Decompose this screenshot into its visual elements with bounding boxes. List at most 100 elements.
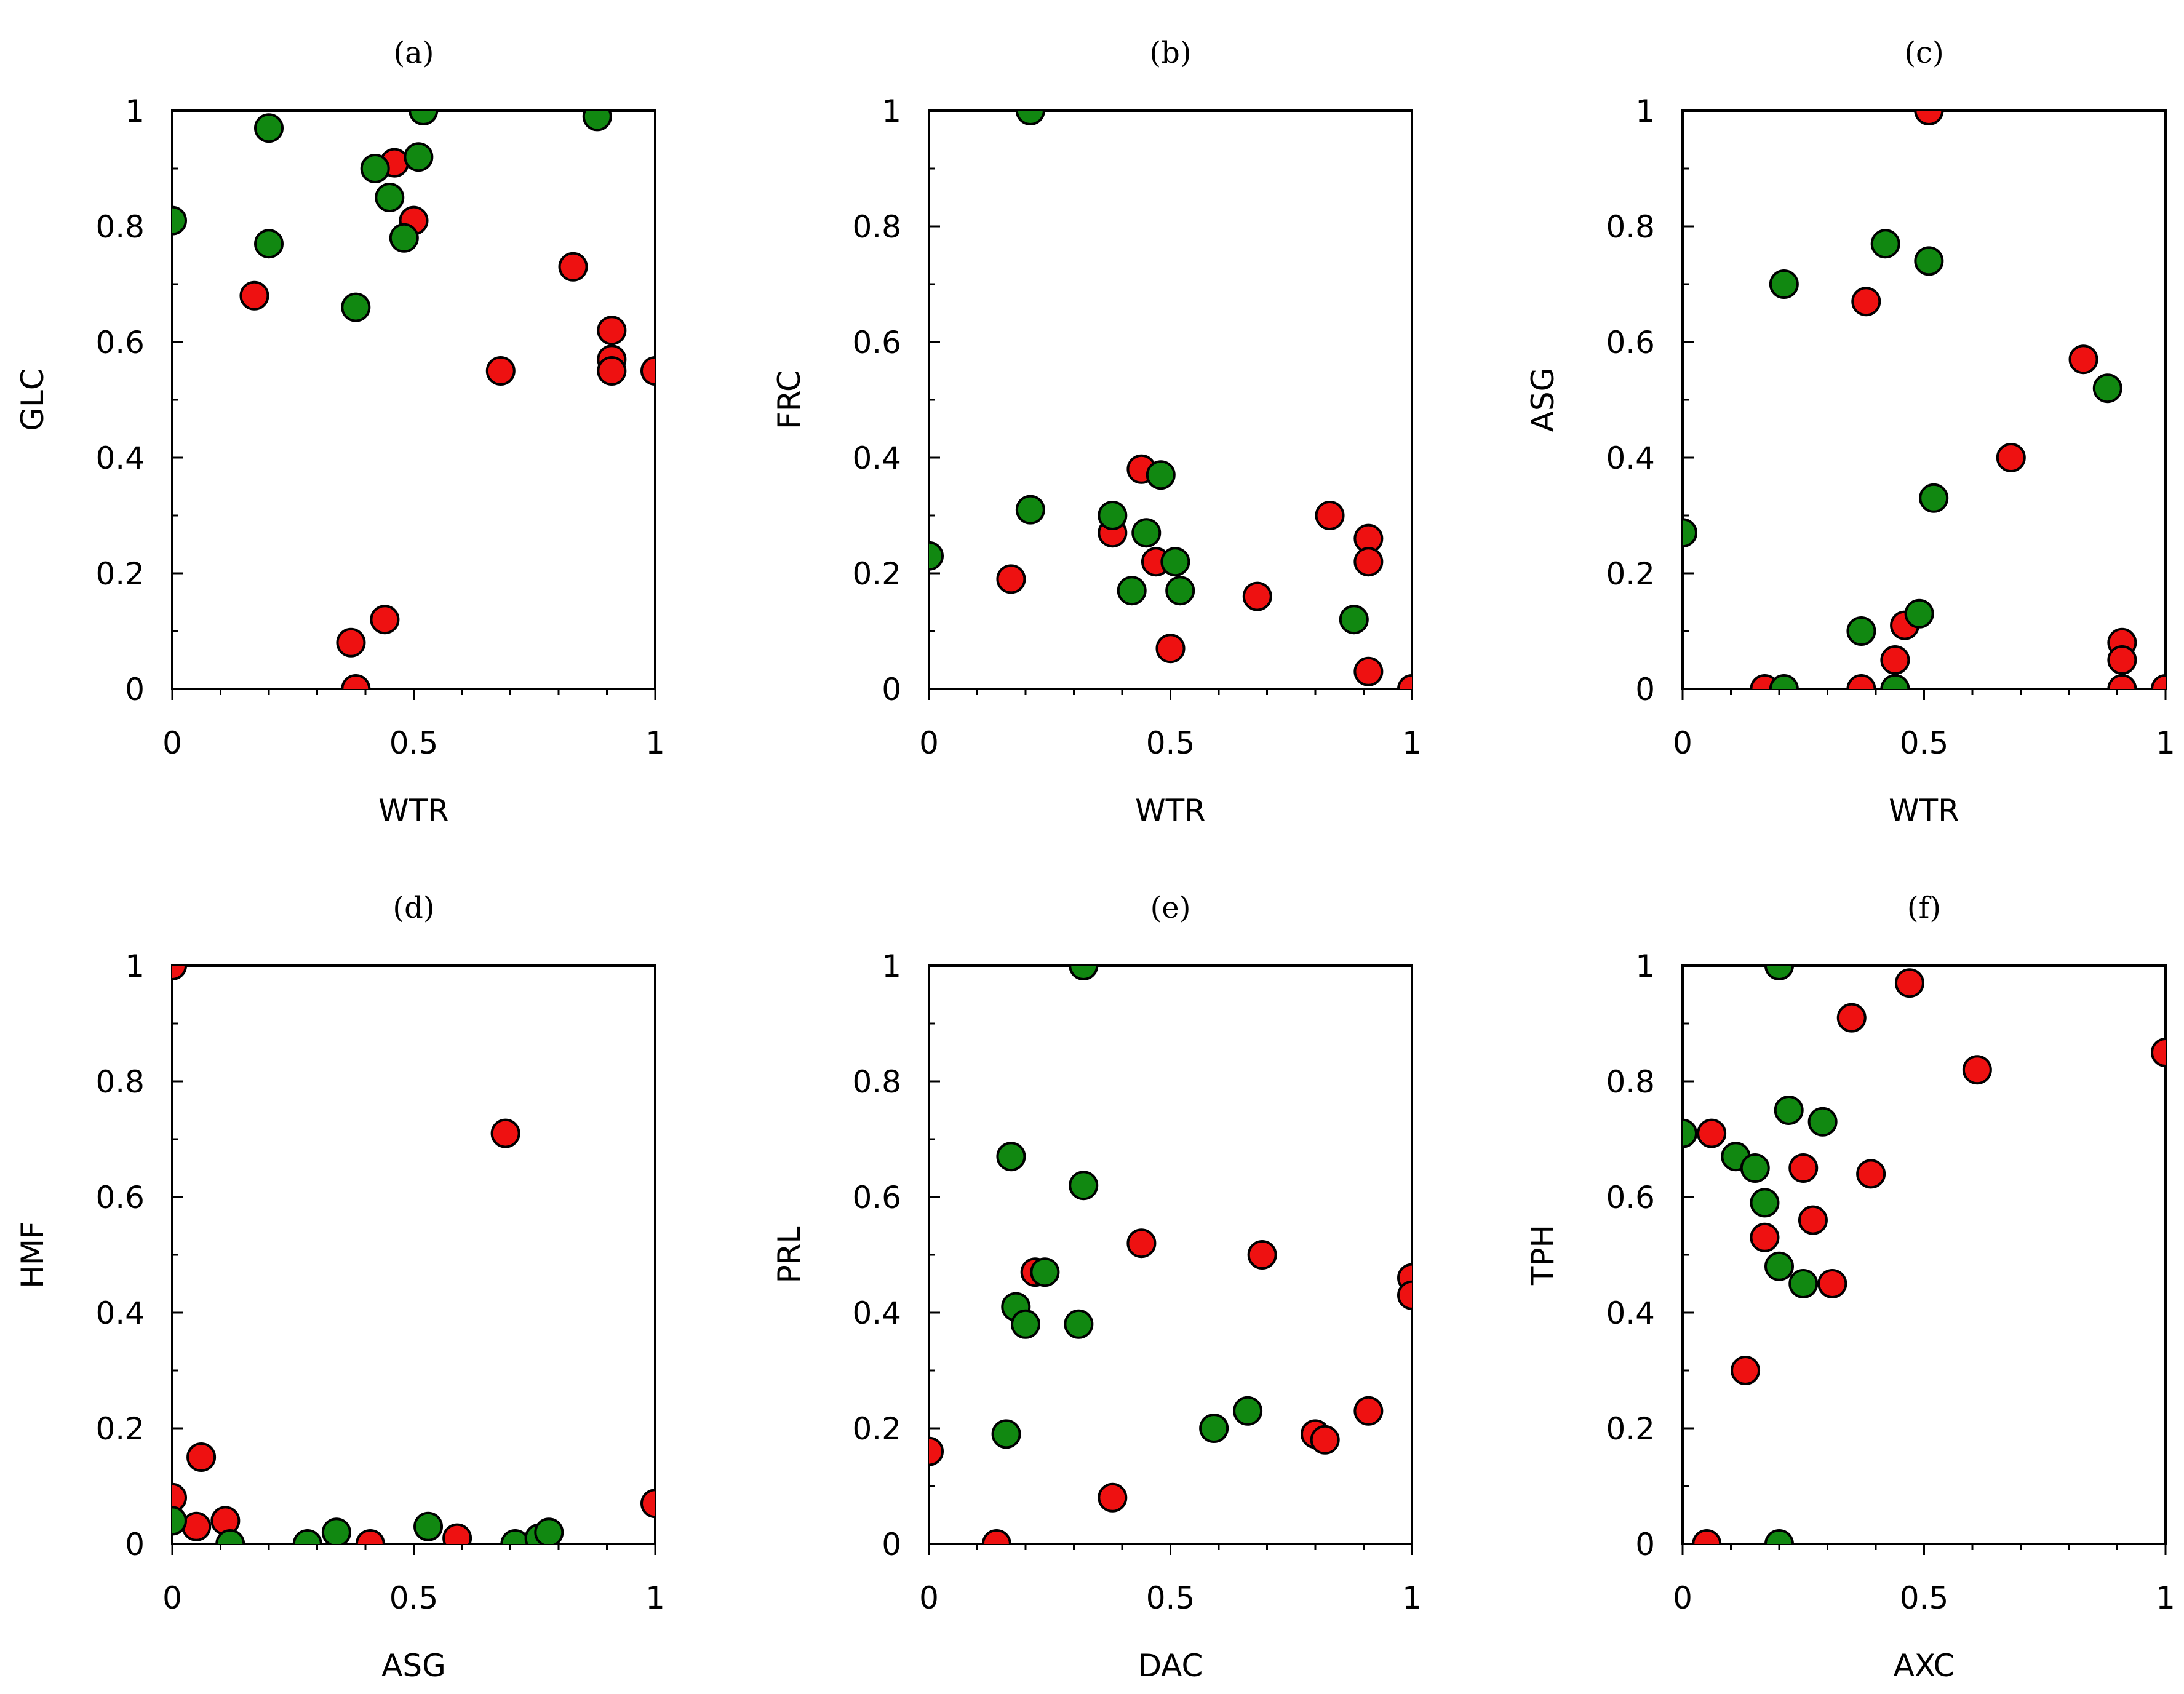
data-point-green: [341, 292, 371, 322]
data-point-red: [172, 1482, 187, 1513]
data-point-red: [1315, 501, 1345, 530]
y-tick-label: 0.8: [852, 1064, 901, 1100]
data-point-red: [485, 356, 516, 386]
data-point-red: [1692, 1529, 1722, 1544]
y-axis-label: ASG: [1525, 368, 1561, 432]
data-point-green: [389, 223, 419, 253]
y-tick-label: 0: [125, 672, 145, 707]
data-point-green: [1807, 1107, 1838, 1137]
data-point-green: [2092, 373, 2122, 404]
x-axis-label: ASG: [381, 1648, 446, 1684]
data-point-red: [239, 280, 269, 311]
x-tick-label: 0: [162, 1580, 182, 1616]
data-point-green: [254, 229, 284, 259]
y-tick-label: 0: [882, 672, 901, 707]
data-point-green: [929, 541, 944, 571]
data-point-red: [355, 1529, 385, 1544]
data-point-green: [991, 1419, 1021, 1449]
data-point-green: [1030, 1257, 1060, 1287]
data-point-red: [1788, 1153, 1819, 1183]
y-tick-label: 1: [882, 948, 901, 984]
x-tick-label: 1: [1402, 725, 1422, 761]
data-point-green: [1160, 547, 1190, 577]
data-point-green: [500, 1529, 530, 1544]
data-point-red: [640, 356, 655, 386]
data-point-red: [1750, 1222, 1780, 1252]
data-point-green: [172, 205, 187, 236]
data-point-green: [1165, 576, 1195, 606]
subplot-b: 0 0.5 1 0 0.2 0.4 0.6 0.8 1 (b) WTR FRC: [771, 36, 1422, 829]
x-tick-label: 0: [919, 725, 939, 761]
y-tick-label: 1: [882, 93, 901, 129]
data-point-red: [336, 627, 366, 658]
data-point-red: [996, 564, 1026, 594]
data-point-green: [1131, 518, 1162, 548]
x-axis-label: WTR: [1889, 793, 1959, 829]
data-point-red: [1126, 1228, 1157, 1259]
data-point-red: [1894, 968, 1924, 998]
plot-frame: [928, 964, 1413, 1545]
y-tick-label: 0: [1635, 1527, 1655, 1562]
y-tick-label: 1: [125, 93, 145, 129]
x-tick-label: 0.5: [389, 1580, 439, 1616]
y-tick-label: 0.4: [95, 440, 145, 476]
data-point-green: [1069, 966, 1099, 980]
data-point-green: [1098, 501, 1128, 530]
data-point-red: [1353, 547, 1384, 577]
data-point-green: [215, 1529, 245, 1544]
data-point-green: [1774, 1096, 1804, 1125]
data-point-green: [1769, 674, 1799, 689]
subplot-c: 0 0.5 1 0 0.2 0.4 0.6 0.8 1 (c) WTR ASG: [1525, 36, 2175, 829]
y-tick-label: 0.2: [1606, 1411, 1655, 1447]
y-tick-label: 1: [1635, 93, 1655, 129]
data-point-green: [254, 113, 284, 143]
x-tick-label: 1: [1402, 1580, 1422, 1616]
data-point-red: [1353, 1396, 1384, 1426]
data-point-red: [929, 1436, 944, 1466]
subplot-d: 0 0.5 1 0 0.2 0.4 0.6 0.8 1 (d) ASG HMF: [15, 891, 665, 1684]
y-axis-label: PRL: [771, 1226, 807, 1283]
data-point-green: [1788, 1269, 1819, 1298]
points-layer: [172, 966, 655, 1544]
x-tick-label: 0.5: [389, 725, 439, 761]
y-tick-label: 0: [125, 1527, 145, 1562]
data-point-green: [1750, 1188, 1780, 1218]
points-layer: [929, 111, 1412, 689]
data-point-green: [1769, 269, 1799, 299]
y-tick-label: 0: [1635, 672, 1655, 707]
subplot-title: (f): [1907, 891, 1941, 925]
data-point-red: [2107, 645, 2137, 675]
data-point-red: [186, 1442, 217, 1472]
x-tick-label: 0.5: [1900, 1580, 1949, 1616]
x-tick-label: 1: [645, 1580, 665, 1616]
data-point-red: [1914, 111, 1944, 125]
y-tick-label: 1: [1635, 948, 1655, 984]
data-point-green: [1846, 616, 1876, 646]
x-tick-label: 0.5: [1146, 725, 1195, 761]
x-tick-label: 0.5: [1146, 1580, 1195, 1616]
data-point-green: [1919, 483, 1949, 513]
data-point-red: [1962, 1055, 1992, 1085]
data-point-green: [292, 1529, 322, 1544]
y-tick-label: 0.6: [1606, 1180, 1655, 1215]
data-point-red: [442, 1523, 472, 1544]
data-point-green: [582, 111, 612, 132]
data-point-green: [1740, 1153, 1770, 1183]
data-point-red: [1851, 287, 1881, 317]
data-point-red: [2151, 1038, 2166, 1067]
y-tick-label: 0: [882, 1527, 901, 1562]
x-tick-label: 0: [1673, 1580, 1692, 1616]
y-tick-label: 0.4: [1606, 440, 1655, 476]
data-point-red: [1798, 1205, 1828, 1235]
subplot-title: (b): [1149, 36, 1191, 70]
data-point-green: [375, 183, 405, 212]
data-point-green: [1015, 495, 1045, 525]
data-point-red: [597, 356, 627, 386]
y-tick-label: 0.2: [852, 1411, 901, 1447]
points-layer: [172, 111, 655, 689]
y-axis-label: TPH: [1525, 1225, 1561, 1286]
x-tick-label: 1: [645, 725, 665, 761]
subplot-title: (c): [1904, 36, 1943, 70]
points-layer: [1683, 111, 2166, 689]
